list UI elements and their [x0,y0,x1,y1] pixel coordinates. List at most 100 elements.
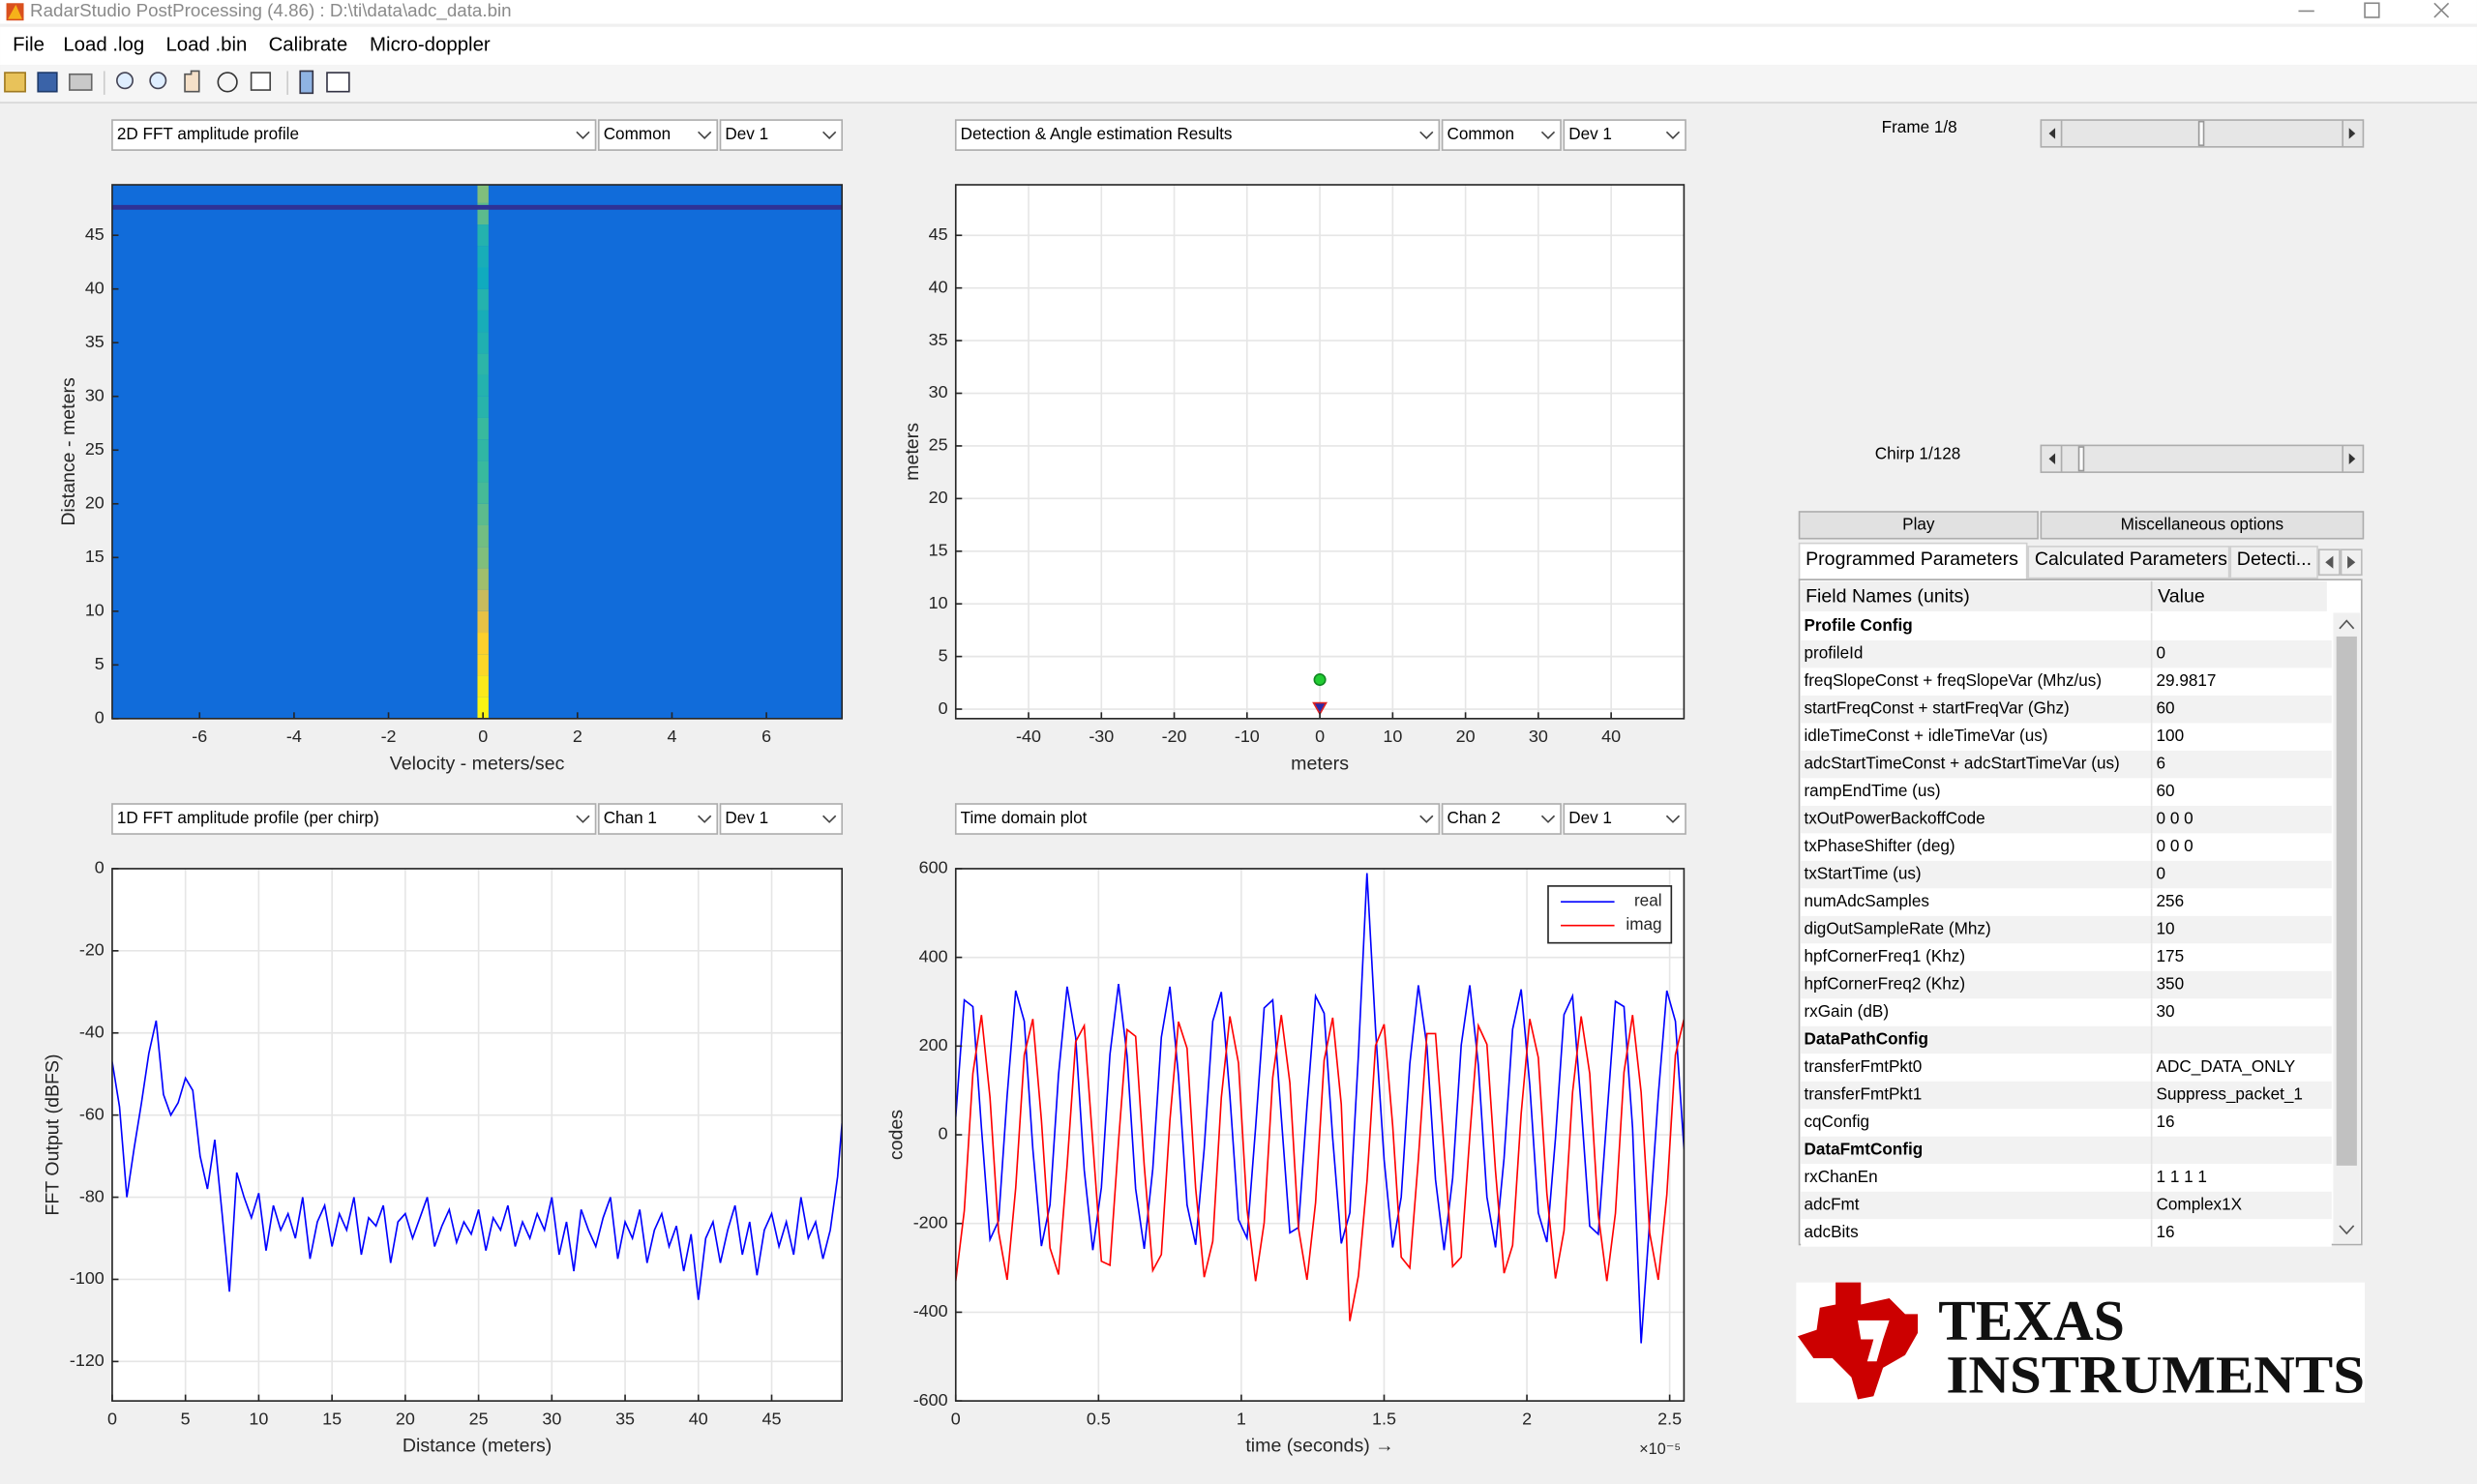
y-tick-label: 30 [929,382,948,401]
title-bar [0,0,2477,24]
table-field: profileId [1804,643,1863,663]
dropdown[interactable]: Common [597,119,719,151]
y-tick-label: 10 [85,601,104,620]
dropdown[interactable]: Time domain plot [954,803,1441,835]
table-row [1801,1109,2332,1137]
y-tick-label: 0 [939,1124,948,1143]
dropdown[interactable]: Common [1441,119,1562,151]
x-tick-label: 0 [478,727,488,746]
x-tick-label: -40 [1016,727,1041,746]
dropdown-arrow [1665,131,1681,140]
dropdown-text: Dev 1 [725,124,768,143]
colorbar-button[interactable] [299,70,314,95]
rotate-button[interactable] [217,72,238,93]
table-field: hpfCornerFreq2 (Khz) [1804,974,1965,994]
button[interactable]: Miscellaneous options [2040,511,2365,540]
x-tick-label: 0 [951,1409,961,1428]
slider[interactable] [2040,444,2365,473]
x-tick-label: 1.5 [1372,1409,1396,1428]
tab[interactable]: Calculated Parameters [2027,546,2230,579]
heatmap-cell [477,547,489,569]
dropdown[interactable]: Dev 1 [1563,803,1686,835]
menu-item[interactable]: Load .bin [165,35,247,56]
dropdown-text: 2D FFT amplitude profile [117,124,299,143]
dropdown[interactable]: Dev 1 [1563,119,1686,151]
menu-item[interactable]: File [13,35,45,56]
axes: 0 0.5 1 1.5 2 2.5 -600 -400 -200 0 200 400 600 time (… [886,858,1686,1458]
table-value: 16 [2157,1222,2175,1241]
save-button[interactable] [37,72,58,93]
heatmap-cell [477,524,489,548]
dropdown[interactable]: Dev 1 [719,803,844,835]
dropdown-arrow-box [818,805,841,833]
close-button[interactable] [2433,2,2450,18]
table-row [1801,695,2332,724]
dropdown[interactable]: Dev 1 [719,119,844,151]
data-cursor-button[interactable] [250,72,272,91]
slider[interactable] [2040,119,2365,148]
dropdown-arrow [1540,815,1556,823]
x-tick-label: 1 [1237,1409,1246,1428]
dropdown-arrow-box [1661,805,1685,833]
tab[interactable]: Detecti... [2229,546,2318,579]
y-tick-label: 25 [85,439,104,459]
heatmap-cell [477,310,489,333]
dropdown-arrow-box [572,121,594,149]
dropdown-arrow-box [1537,121,1560,149]
menu-item[interactable]: Calibrate [269,35,348,56]
tab-face [2229,546,2318,579]
dropdown[interactable]: Chan 2 [1441,803,1562,835]
ticks [111,234,767,720]
dropdown[interactable]: Detection & Angle estimation Results [954,119,1441,151]
dropdown[interactable]: 2D FFT amplitude profile [111,119,597,151]
table-header [1801,580,2327,611]
dropdown-arrow [822,131,837,140]
zoom-out-button[interactable] [149,72,167,90]
x-exponent-label: ×10⁻⁵ [1639,1440,1681,1458]
heatmap-cell [477,460,489,483]
heatmap-cell [477,697,489,719]
table-field: hpfCornerFreq1 (Khz) [1804,946,1965,965]
y-tick-label: -600 [913,1390,948,1410]
heatmap-cell [477,353,489,375]
table-value: 16 [2157,1112,2175,1131]
table-row [1801,915,2332,944]
x-tick-label: 35 [615,1409,635,1428]
legend: real imag [1547,885,1673,944]
menu-item[interactable]: Load .log [63,35,144,56]
tab[interactable]: Programmed Parameters [1798,542,2028,580]
button[interactable]: Play [1798,511,2039,540]
table-row [1801,860,2332,889]
table-value: 0 0 0 [2157,809,2193,828]
y-tick-label: 15 [929,541,948,560]
open-button[interactable] [4,72,26,93]
dropdown-arrow [1419,815,1434,823]
table-row [1801,888,2332,916]
heatmap-cell [477,224,489,247]
restore-button[interactable] [2364,2,2380,18]
menu-item[interactable]: Micro-doppler [370,35,491,56]
heatmap-background [111,185,843,719]
pan-button[interactable] [184,70,200,93]
x-axis-label: Distance (meters) [403,1436,552,1457]
x-tick-label: 2 [1522,1409,1532,1428]
table-scroll-thumb[interactable] [2336,636,2357,1166]
legend-button[interactable] [326,72,350,93]
table-value: 29.9817 [2157,670,2217,690]
table-value: 30 [2157,1001,2175,1021]
print-button[interactable] [69,73,93,91]
dropdown[interactable]: 1D FFT amplitude profile (per chirp) [111,803,597,835]
x-tick-label: 20 [396,1409,415,1428]
table-scroll-arrows [2339,619,2355,1235]
table-row [1801,998,2332,1026]
zoom-in-button[interactable] [116,72,134,90]
x-tick-label: 10 [249,1409,268,1428]
legend-box [1547,885,1673,944]
button-face [1798,511,2039,540]
slider-track [2040,444,2365,473]
dropdown[interactable]: Chan 1 [597,803,719,835]
heatmap-cell [477,675,489,697]
dropdown-text: Chan 2 [1447,808,1501,827]
table-value: 350 [2157,974,2185,994]
table-row [1801,970,2332,999]
